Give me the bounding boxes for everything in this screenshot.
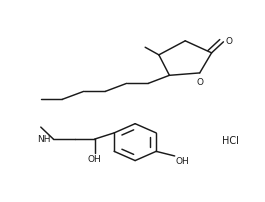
Text: OH: OH	[88, 155, 101, 164]
Text: HCl: HCl	[222, 136, 238, 146]
Text: O: O	[226, 37, 233, 46]
Text: NH: NH	[37, 135, 51, 144]
Text: O: O	[197, 78, 204, 87]
Text: OH: OH	[176, 157, 190, 166]
